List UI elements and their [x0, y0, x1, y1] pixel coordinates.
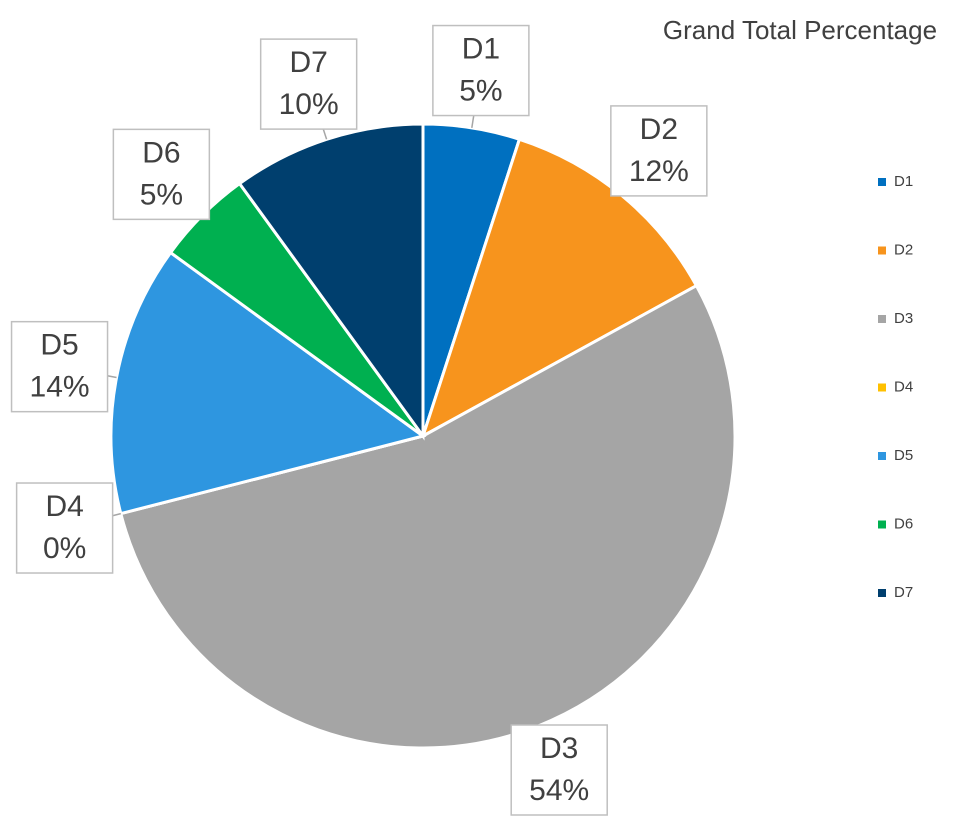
label-category: D3 — [540, 732, 578, 765]
label-category: D5 — [40, 329, 78, 362]
legend-label: D2 — [894, 241, 913, 258]
label-category: D4 — [45, 490, 83, 523]
label-category: D2 — [640, 113, 678, 146]
legend-swatch — [878, 589, 886, 597]
data-label: 10% — [279, 88, 339, 121]
legend-swatch — [878, 315, 886, 323]
legend-label: D4 — [894, 378, 913, 395]
label-box — [259, 38, 358, 130]
legend-label: D3 — [894, 310, 913, 327]
slices — [109, 122, 737, 750]
label-category: D1 — [462, 32, 500, 65]
label-box — [112, 128, 211, 221]
legend-label: D5 — [894, 447, 913, 464]
data-label: 0% — [43, 532, 86, 565]
label-box — [510, 724, 608, 816]
legend-swatch — [878, 178, 886, 186]
legend-label: D7 — [894, 584, 913, 601]
legend-swatch — [878, 452, 886, 460]
pie-slice — [237, 122, 425, 441]
label-category: D6 — [142, 136, 180, 169]
legend-label: D1 — [894, 173, 913, 190]
label-box — [15, 482, 114, 574]
legend-swatch — [878, 246, 886, 255]
label-box — [10, 320, 109, 413]
label-box — [432, 24, 530, 117]
pie-slice — [109, 250, 427, 516]
chart-title: Grand Total Percentage — [663, 15, 937, 45]
label-box — [610, 105, 708, 197]
data-label: 14% — [30, 371, 90, 404]
label-category: D7 — [289, 46, 327, 79]
legend-swatch — [878, 520, 886, 529]
legend-label: D6 — [894, 515, 913, 532]
data-label: 12% — [629, 155, 689, 188]
data-label: 5% — [140, 178, 183, 211]
legend-swatch — [878, 383, 886, 392]
data-label: 5% — [459, 74, 502, 107]
data-label: 54% — [529, 774, 589, 807]
